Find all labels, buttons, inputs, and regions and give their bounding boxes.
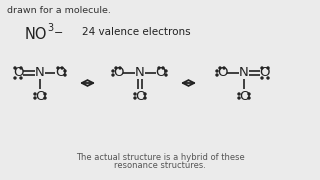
Circle shape — [223, 67, 225, 69]
Text: O: O — [239, 89, 249, 102]
Circle shape — [44, 93, 46, 95]
Circle shape — [165, 74, 167, 76]
Text: O: O — [135, 89, 145, 102]
Circle shape — [144, 93, 146, 95]
Circle shape — [144, 97, 146, 99]
Circle shape — [115, 67, 117, 69]
Circle shape — [216, 70, 218, 72]
Circle shape — [238, 93, 240, 95]
Circle shape — [20, 67, 22, 69]
Text: O: O — [113, 66, 123, 80]
Circle shape — [34, 97, 36, 99]
Text: N: N — [239, 66, 249, 80]
Circle shape — [61, 67, 63, 69]
Circle shape — [64, 74, 66, 76]
Text: O: O — [13, 66, 23, 80]
Text: O: O — [55, 66, 65, 80]
Circle shape — [219, 67, 221, 69]
Circle shape — [34, 93, 36, 95]
Circle shape — [261, 77, 263, 79]
Circle shape — [261, 67, 263, 69]
Text: 24 valence electrons: 24 valence electrons — [82, 27, 191, 37]
Circle shape — [158, 67, 160, 69]
Text: drawn for a molecule.: drawn for a molecule. — [7, 6, 111, 15]
Circle shape — [57, 67, 59, 69]
Text: 3: 3 — [47, 23, 53, 33]
Circle shape — [119, 67, 121, 69]
Text: −: − — [54, 28, 63, 38]
Circle shape — [44, 97, 46, 99]
Circle shape — [134, 97, 136, 99]
Circle shape — [238, 97, 240, 99]
Text: O: O — [217, 66, 227, 80]
Text: The actual structure is a hybrid of these: The actual structure is a hybrid of thes… — [76, 154, 244, 163]
Circle shape — [216, 74, 218, 76]
Circle shape — [267, 77, 269, 79]
Text: resonance structures.: resonance structures. — [114, 161, 206, 170]
Circle shape — [112, 70, 114, 72]
Circle shape — [112, 74, 114, 76]
Text: O: O — [260, 66, 270, 80]
Circle shape — [134, 93, 136, 95]
Text: O: O — [35, 89, 45, 102]
Circle shape — [14, 77, 16, 79]
Text: NO: NO — [25, 27, 47, 42]
Text: N: N — [35, 66, 45, 80]
Text: N: N — [135, 66, 145, 80]
Circle shape — [14, 67, 16, 69]
Circle shape — [165, 70, 167, 72]
Circle shape — [20, 77, 22, 79]
Circle shape — [248, 93, 250, 95]
Circle shape — [267, 67, 269, 69]
Circle shape — [248, 97, 250, 99]
Text: O: O — [156, 66, 166, 80]
Circle shape — [162, 67, 164, 69]
Circle shape — [64, 70, 66, 72]
